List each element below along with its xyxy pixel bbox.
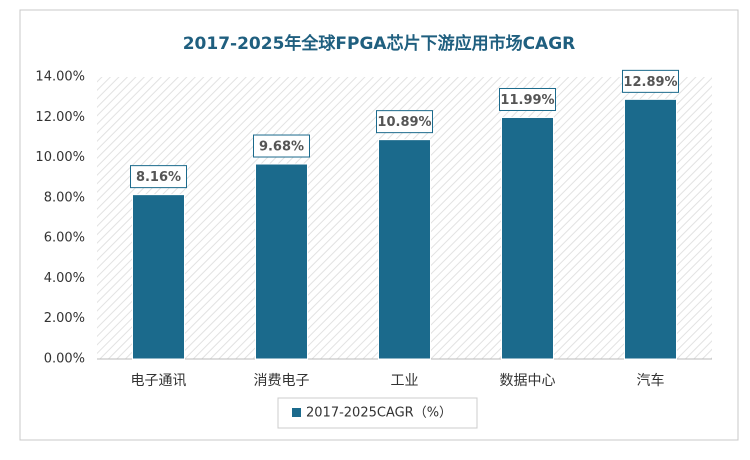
data-label: 9.68%: [259, 140, 304, 155]
bar: [378, 139, 431, 360]
data-label-box: [499, 87, 556, 111]
y-tick-label: 14.00%: [35, 70, 85, 85]
legend-swatch: [292, 408, 301, 417]
legend-label: 2017-2025CAGR（%）: [306, 406, 452, 421]
y-tick-label: 6.00%: [44, 231, 85, 246]
y-tick-label: 2.00%: [44, 311, 85, 326]
data-label: 11.99%: [500, 93, 554, 108]
chart-title: 2017-2025年全球FPGA芯片下游应用市场CAGR: [183, 33, 576, 54]
data-label-box: [253, 134, 310, 158]
x-tick-label: 工业: [391, 373, 419, 389]
y-tick-label: 4.00%: [44, 271, 85, 286]
legend-box: [277, 397, 478, 429]
y-tick-label: 10.00%: [35, 150, 85, 165]
data-label-box: [130, 165, 187, 189]
y-tick-label: 8.00%: [44, 190, 85, 205]
bar: [624, 98, 677, 360]
x-tick-label: 电子通讯: [131, 373, 187, 389]
data-label-box: [622, 69, 679, 93]
data-label-box: [376, 110, 433, 134]
x-tick-label: 消费电子: [254, 373, 310, 389]
x-tick-label: 数据中心: [500, 373, 556, 389]
y-tick-label: 0.00%: [44, 352, 85, 367]
bar: [501, 116, 554, 360]
data-label: 10.89%: [377, 115, 431, 130]
data-label: 8.16%: [136, 170, 181, 185]
data-label: 12.89%: [623, 75, 677, 90]
x-tick-label: 汽车: [637, 372, 665, 389]
bar: [132, 194, 185, 360]
y-tick-label: 12.00%: [35, 110, 85, 125]
bar: [255, 163, 308, 360]
